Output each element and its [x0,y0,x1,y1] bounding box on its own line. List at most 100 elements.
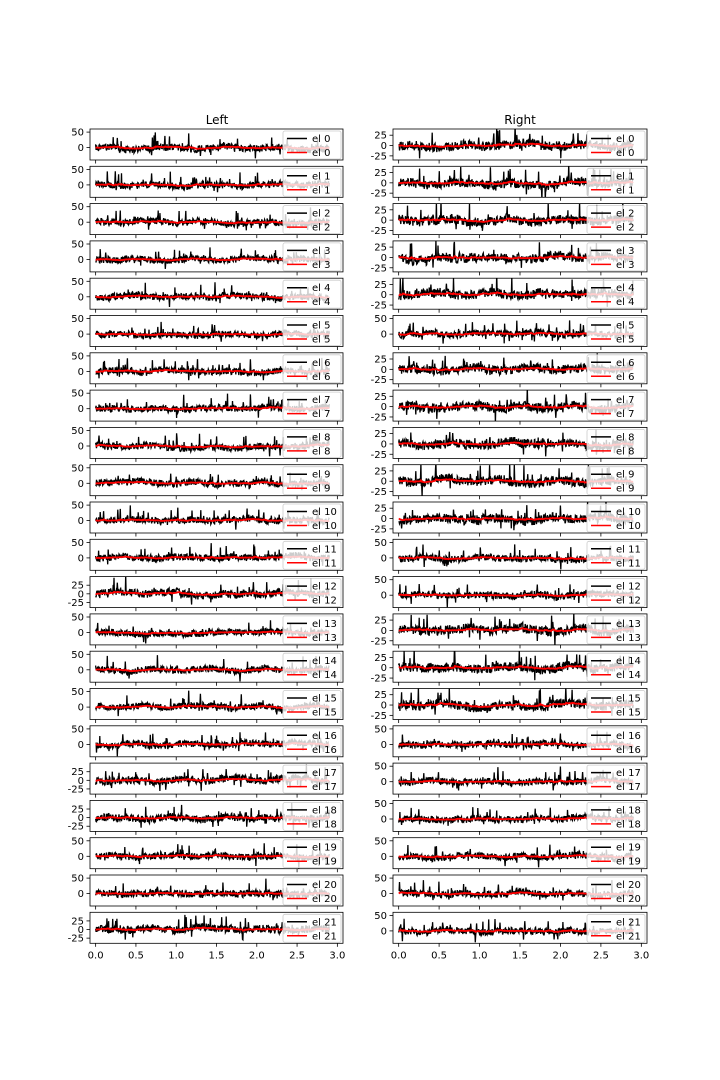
y-tick-label: 0 [381,626,387,637]
legend-label-smoothed: el 20 [616,894,641,905]
legend-label-smoothed: el 8 [312,446,330,457]
legend-label-smoothed: el 11 [312,558,337,569]
legend-label-raw: el 17 [312,768,337,779]
y-tick-label: 0 [381,216,387,227]
legend-label-smoothed: el 2 [312,223,330,234]
legend-label-smoothed: el 12 [616,596,641,607]
legend-label-raw: el 13 [312,619,337,630]
y-tick-label: 0 [381,141,387,152]
y-tick-label: 25 [374,280,387,291]
y-tick-label: 0 [381,740,387,751]
legend-label-smoothed: el 21 [312,931,337,942]
y-tick-label: -25 [371,412,387,423]
y-tick-label: 0 [78,255,84,266]
legend-label-raw: el 6 [616,358,634,369]
legend-label-smoothed: el 20 [312,894,337,905]
y-tick-label: 50 [71,351,84,362]
y-tick-label: 25 [374,205,387,216]
legend-label-raw: el 19 [616,843,641,854]
legend-label-raw: el 9 [616,470,634,481]
y-tick-label: 50 [71,128,84,139]
legend-label-raw: el 1 [616,171,634,182]
legend-label-raw: el 21 [616,917,641,928]
y-tick-label: -25 [371,375,387,386]
y-tick-label: 0 [381,178,387,189]
subplot-right-16: 0 50 el 16 el 16 [374,724,648,761]
y-tick-label: 0 [78,218,84,229]
subplot-left-11: 0 50 el 11 el 11 [71,538,344,574]
y-tick-label: -25 [371,711,387,722]
subplot-right-11: 0 50 el 11 el 11 [374,538,648,574]
y-tick-label: 0 [78,479,84,490]
legend-label-raw: el 16 [312,731,337,742]
subplot-right-19: 0 50 el 19 el 19 [374,836,648,873]
legend-label-raw: el 9 [312,470,330,481]
legend-label-raw: el 17 [616,768,641,779]
y-tick-label: 50 [71,874,84,885]
legend-label-smoothed: el 21 [616,931,641,942]
y-tick-label: 0 [381,477,387,488]
legend-label-smoothed: el 14 [312,670,337,681]
y-tick-label: -25 [371,226,387,237]
legend-label-smoothed: el 5 [312,335,330,346]
legend-label-smoothed: el 10 [312,521,337,532]
legend-label-smoothed: el 15 [312,708,337,719]
subplot-right-20: 0 50 el 20 el 20 [374,874,648,910]
y-tick-label: 25 [374,168,387,179]
legend-label-raw: el 19 [312,843,337,854]
legend-label-raw: el 14 [312,656,337,667]
x-tick-label: 3.0 [633,950,649,961]
x-tick-label: 1.5 [512,950,528,961]
legend-label-raw: el 0 [616,134,634,145]
y-tick-label: 25 [374,355,387,366]
y-tick-label: 50 [374,874,387,885]
subplot-right-5: 0 50 el 5 el 5 [374,314,648,350]
legend-label-raw: el 20 [616,880,641,891]
legend-label-raw: el 3 [312,246,330,257]
legend-label-raw: el 4 [312,283,330,294]
y-tick-label: 0 [381,290,387,301]
y-tick-label: -25 [371,263,387,274]
y-tick-label: -25 [371,487,387,498]
subplot-left-19: 0 50 el 19 el 19 [71,836,344,873]
y-tick-label: -25 [371,674,387,685]
y-tick-label: 25 [374,429,387,440]
legend-label-smoothed: el 8 [616,446,634,457]
y-tick-label: 0 [78,367,84,378]
y-tick-label: 0 [78,776,84,787]
subplot-left-5: 0 50 el 5 el 5 [71,314,344,350]
legend-label-smoothed: el 9 [616,484,634,495]
y-tick-label: 0 [381,514,387,525]
subplot-right-21: 0 50 el 21 el 21 0.0 0.5 1.0 1.5 2.0 2.5 3.0 [374,911,649,961]
y-tick-label: 0 [78,330,84,341]
x-tick-label: 2.5 [593,950,609,961]
y-tick-label: 0 [78,703,84,714]
y-tick-label: 50 [71,501,84,512]
y-tick-label: 50 [374,314,387,325]
y-tick-label: 25 [374,466,387,477]
subplot-left-1: 0 50 el 1 el 1 [71,165,344,201]
y-tick-label: 0 [381,553,387,564]
legend-label-raw: el 14 [616,656,641,667]
legend-label-smoothed: el 15 [616,708,641,719]
y-tick-label: 50 [71,165,84,176]
y-tick-label: 50 [71,240,84,251]
y-tick-label: 0 [78,925,84,936]
y-tick-label: -25 [371,636,387,647]
y-tick-label: 50 [71,687,84,698]
legend-label-smoothed: el 13 [312,633,337,644]
y-tick-label: 50 [374,762,387,773]
legend-label-smoothed: el 4 [312,297,330,308]
y-tick-label: 50 [374,724,387,735]
y-tick-label: 25 [71,805,84,816]
legend-label-smoothed: el 17 [312,782,337,793]
y-tick-label: 0 [381,591,387,602]
y-tick-label: 25 [374,243,387,254]
x-tick-label: 1.0 [472,950,488,961]
legend-label-raw: el 13 [616,619,641,630]
y-tick-label: 0 [78,143,84,154]
y-tick-label: 25 [374,392,387,403]
subplot-left-3: 0 50 el 3 el 3 [71,240,344,276]
y-tick-label: 0 [78,628,84,639]
legend-label-raw: el 18 [312,805,337,816]
